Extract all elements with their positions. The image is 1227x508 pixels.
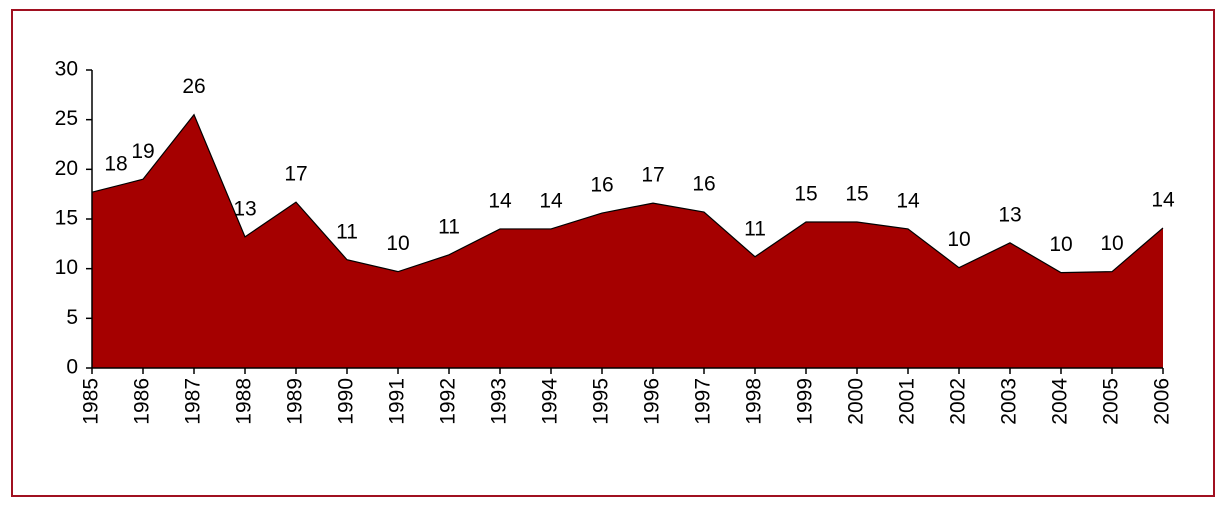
data-label: 17	[284, 163, 307, 186]
y-tick-label: 15	[55, 207, 78, 230]
y-tick-label: 5	[66, 306, 78, 329]
x-tick-label: 1989	[284, 378, 307, 425]
y-tick-label: 0	[66, 356, 78, 379]
frame	[11, 9, 1215, 497]
data-label: 14	[896, 189, 920, 212]
x-tick-label: 1991	[386, 378, 409, 425]
x-tick-label: 1995	[590, 378, 613, 425]
x-tick-label: 1999	[794, 378, 817, 425]
data-label: 26	[182, 75, 205, 98]
x-tick-label: 1997	[692, 378, 715, 425]
data-label: 16	[590, 174, 613, 197]
y-tick-label: 10	[55, 256, 78, 279]
x-tick-label: 1992	[437, 378, 460, 425]
x-tick-label: 1996	[641, 378, 664, 425]
y-tick-label: 20	[55, 157, 78, 180]
x-tick-label: 2000	[845, 378, 868, 425]
y-tick-label: 30	[55, 58, 78, 81]
data-label: 19	[131, 140, 154, 163]
data-label: 14	[539, 189, 563, 212]
data-label: 14	[1151, 188, 1175, 211]
data-label: 17	[641, 164, 664, 187]
data-label: 10	[386, 232, 409, 255]
data-label: 11	[438, 215, 460, 238]
data-label: 13	[998, 203, 1021, 226]
data-label: 16	[692, 173, 715, 196]
x-tick-label: 2003	[998, 378, 1021, 425]
x-tick-label: 1986	[131, 378, 154, 425]
x-tick-label: 1990	[335, 378, 358, 425]
x-tick-label: 1993	[488, 378, 511, 425]
data-label: 10	[1049, 233, 1072, 256]
x-tick-label: 2005	[1100, 378, 1123, 425]
data-label: 14	[488, 189, 512, 212]
x-tick-label: 2002	[947, 378, 970, 425]
data-label: 11	[336, 220, 358, 243]
data-label: 13	[233, 197, 256, 220]
data-label: 15	[845, 183, 868, 206]
area	[92, 114, 1163, 368]
x-tick-label: 1994	[539, 378, 562, 425]
x-tick-label: 1987	[182, 378, 205, 425]
x-tick-label: 1985	[80, 378, 103, 425]
x-tick-label: 2004	[1049, 378, 1072, 425]
x-tick-label: 2001	[896, 378, 919, 425]
data-label: 11	[744, 217, 766, 240]
area-outline	[91, 113, 1164, 274]
data-label: 10	[947, 228, 970, 251]
y-tick-label: 25	[55, 107, 78, 130]
x-tick-label: 1998	[743, 378, 766, 425]
data-label: 15	[794, 183, 817, 206]
x-tick-label: 1988	[233, 378, 256, 425]
data-label: 18	[104, 153, 127, 176]
x-tick-label: 2006	[1151, 378, 1174, 425]
data-label: 10	[1100, 232, 1123, 255]
